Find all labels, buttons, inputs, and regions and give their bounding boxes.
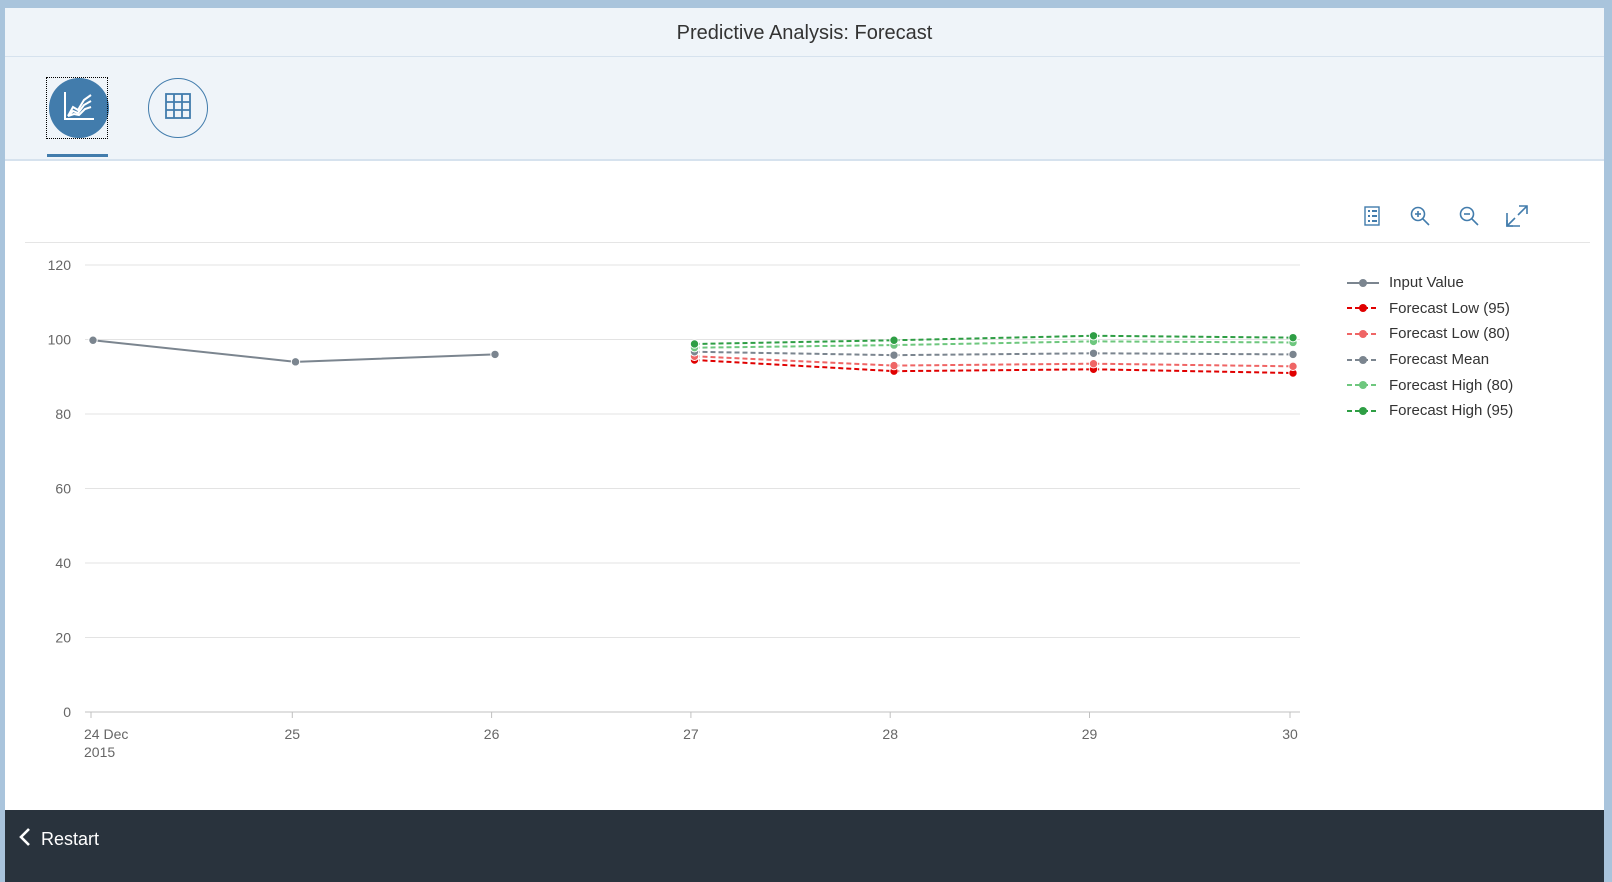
- series-line: [694, 355, 1294, 368]
- legend-swatch: [1347, 278, 1379, 287]
- legend-label: Forecast Low (95): [1389, 299, 1510, 317]
- restart-label: Restart: [41, 828, 100, 849]
- legend-item[interactable]: Forecast High (80): [1345, 372, 1513, 398]
- x-tick-label: 25: [285, 726, 301, 742]
- y-tick-label: 100: [48, 332, 72, 348]
- line-chart-icon: [63, 91, 95, 126]
- x-tick-label: 28: [882, 726, 898, 742]
- y-tick-label: 20: [55, 630, 71, 646]
- legend-label: Forecast Mean: [1389, 351, 1490, 369]
- fullscreen-button[interactable]: [1502, 203, 1532, 233]
- data-point: [889, 350, 899, 360]
- legend-label: Input Value: [1389, 274, 1464, 292]
- app-window: Predictive Analysis: Forecast: [5, 8, 1604, 882]
- series-line: [694, 350, 1294, 357]
- x-tick-sublabel: 2015: [84, 744, 115, 760]
- data-point: [1088, 331, 1099, 341]
- data-point: [1288, 332, 1298, 343]
- y-tick-label: 0: [63, 704, 71, 720]
- page-title: Predictive Analysis: Forecast: [5, 8, 1604, 57]
- tab-table-view[interactable]: [148, 78, 208, 138]
- legend-swatch: [1347, 406, 1379, 415]
- chevron-left-icon: [19, 827, 41, 852]
- x-tick-label: 27: [683, 726, 699, 742]
- data-point: [1288, 361, 1298, 372]
- y-tick-label: 60: [55, 481, 71, 497]
- legend-swatch: [1347, 304, 1379, 313]
- fullscreen-icon: [1506, 204, 1528, 232]
- grid-table-icon: [165, 92, 191, 124]
- data-point: [1288, 349, 1298, 360]
- tab-chart-view[interactable]: [49, 78, 109, 138]
- legend-label: Forecast High (80): [1389, 376, 1514, 394]
- y-tick-label: 120: [48, 257, 72, 273]
- series-line: [694, 334, 1294, 345]
- legend-label: Forecast Low (80): [1389, 325, 1510, 343]
- legend-toggle-button[interactable]: [1357, 203, 1387, 233]
- data-point: [889, 360, 899, 371]
- series-line: [694, 358, 1294, 375]
- legend-label: Forecast High (95): [1389, 402, 1514, 420]
- chart-legend: Input Value Forecast Low (95) Forecast Low…: [1345, 270, 1513, 424]
- toolbar-separator: [25, 242, 1590, 243]
- legend-item[interactable]: Input Value: [1345, 270, 1513, 296]
- x-tick-label: 24 Dec: [84, 726, 128, 742]
- legend-swatch: [1347, 329, 1379, 338]
- y-tick-label: 80: [55, 406, 71, 422]
- legend-item[interactable]: Forecast High (95): [1345, 398, 1513, 424]
- data-point: [88, 335, 98, 345]
- legend-toggle-icon: [1364, 205, 1380, 231]
- series-line: [694, 340, 1294, 349]
- data-point: [1088, 359, 1099, 369]
- zoom-out-icon: [1459, 206, 1479, 231]
- zoom-in-button[interactable]: [1405, 203, 1435, 233]
- legend-swatch: [1347, 381, 1379, 390]
- view-switcher-bar: [5, 57, 1604, 161]
- selected-tab-indicator: [47, 154, 108, 157]
- data-point: [490, 349, 500, 360]
- legend-swatch: [1347, 355, 1379, 364]
- data-point: [689, 339, 700, 349]
- x-tick-label: 30: [1282, 726, 1298, 742]
- zoom-out-button[interactable]: [1454, 203, 1484, 233]
- x-tick-label: 29: [1082, 726, 1098, 742]
- data-point: [1088, 348, 1099, 358]
- legend-item[interactable]: Forecast Low (80): [1345, 321, 1513, 347]
- restart-button[interactable]: Restart: [19, 824, 99, 854]
- footer-bar: Restart: [5, 810, 1604, 882]
- x-tick-label: 26: [484, 726, 500, 742]
- legend-item[interactable]: Forecast Mean: [1345, 347, 1513, 373]
- data-point: [889, 335, 899, 345]
- legend-item[interactable]: Forecast Low (95): [1345, 296, 1513, 322]
- forecast-chart: 0 20 40 60 80 100 120 24 Dec 25 26 27 28 29 30 2015: [48, 257, 1300, 760]
- zoom-in-icon: [1410, 206, 1430, 231]
- y-tick-label: 40: [55, 555, 71, 571]
- data-point: [290, 357, 301, 367]
